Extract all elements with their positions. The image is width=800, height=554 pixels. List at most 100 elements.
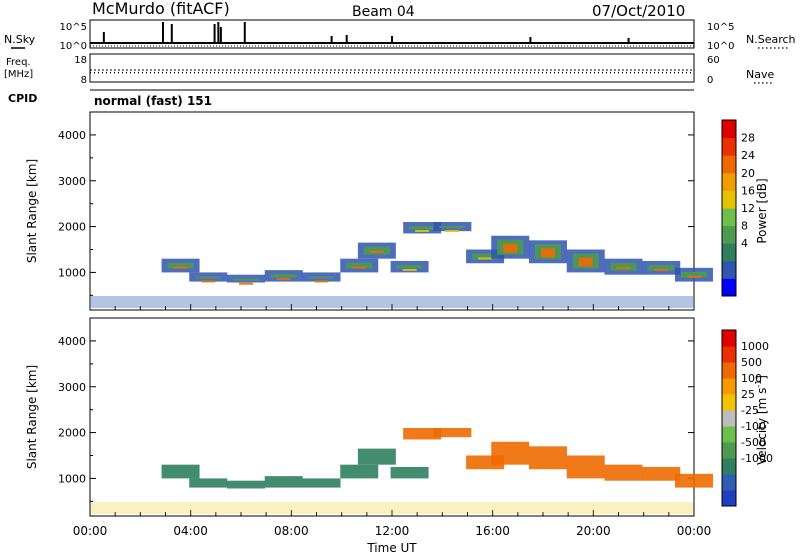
velocity-colorbar-segment	[722, 490, 736, 507]
power-near-range-echoes	[91, 296, 693, 308]
power-colorbar-tick: 12	[741, 202, 755, 215]
velocity-echo	[674, 473, 713, 488]
nave-right-tick-bottom: 0	[707, 75, 713, 86]
power-echo-core	[445, 230, 460, 232]
beam-title: Beam 04	[352, 4, 415, 20]
power-colorbar-label: Power [dB]	[755, 178, 769, 243]
velocity-xtick-label: 00:00	[677, 524, 712, 538]
noise-left-label: N.Sky	[4, 33, 36, 46]
velocity-ytick-label: 4000	[58, 335, 86, 348]
power-echo-core	[654, 268, 669, 271]
velocity-colorbar-frame	[721, 329, 737, 507]
velocity-colorbar-tick: -1000	[741, 452, 773, 465]
power-echoes	[91, 222, 713, 308]
velocity-xtick-label: 00:00	[73, 524, 108, 538]
velocity-echo	[264, 476, 303, 488]
nave-right-label: Nave	[746, 68, 774, 81]
station-title: McMurdo (fitACF)	[92, 0, 230, 18]
velocity-echo	[433, 428, 472, 438]
velocity-ytick-label: 2000	[58, 427, 86, 440]
power-echo-mid	[270, 274, 297, 278]
velocity-colorbar-tick: -500	[741, 436, 766, 449]
power-echo-mid	[439, 226, 466, 228]
power-echo-core	[239, 282, 253, 285]
freq-left-label-1: Freq.	[6, 57, 31, 68]
power-echo-mid	[308, 276, 335, 279]
velocity-colorbar-segment	[722, 362, 736, 379]
velocity-echo	[390, 466, 429, 479]
velocity-echo	[529, 446, 567, 470]
velocity-echo	[642, 466, 681, 481]
nave-right-tick-top: 60	[707, 55, 720, 66]
velocity-echo	[227, 480, 265, 489]
power-ytick-label: 4000	[58, 129, 86, 142]
velocity-echoes	[91, 428, 713, 514]
power-colorbar-segment	[722, 137, 736, 156]
power-echo-mid	[396, 264, 423, 269]
power-ytick-label: 2000	[58, 221, 86, 234]
power-echo-mid	[167, 262, 194, 269]
velocity-xtick-label: 16:00	[475, 524, 510, 538]
velocity-colorbar-segment	[722, 378, 736, 395]
power-echo-mid	[409, 226, 436, 230]
power-colorbar-segment	[722, 208, 736, 227]
velocity-colorbar-tick: 500	[741, 356, 762, 369]
power-colorbar: 28 24 20 16 12 8 4	[721, 119, 755, 297]
velocity-colorbar-segment	[722, 330, 736, 347]
velocity-xtick-label: 20:00	[576, 524, 611, 538]
power-panel-frame	[89, 111, 695, 311]
velocity-panel-frame	[89, 317, 695, 517]
velocity-echo	[357, 448, 396, 465]
noise-left-tick-top: 10^5	[60, 22, 87, 33]
velocity-colorbar-label: Velocity [m s-1]	[754, 375, 769, 465]
cpid-value: normal (fast) 151	[94, 94, 212, 108]
velocity-echo	[189, 478, 228, 488]
velocity-colorbar-tick: -100	[741, 420, 766, 433]
power-echo-core	[541, 248, 555, 258]
power-colorbar-segment	[722, 243, 736, 262]
power-colorbar-segment	[722, 260, 736, 279]
power-ytick-label: 1000	[58, 266, 86, 279]
velocity-echo	[604, 464, 643, 481]
noise-right-tick-bottom: 10^0	[707, 41, 734, 52]
velocity-colorbar-label-sup: -1	[754, 380, 763, 388]
power-ytick-label: 3000	[58, 175, 86, 188]
velocity-colorbar-label-end: ]	[755, 375, 769, 380]
power-colorbar-tick: 16	[741, 184, 755, 197]
velocity-echo	[340, 464, 379, 479]
noise-right-tick-top: 10^5	[707, 22, 734, 33]
cpid-label: CPID	[8, 92, 37, 105]
velocity-colorbar: 1000 500 100 25 -25 -100 -500 -1000	[721, 329, 773, 507]
velocity-colorbar-segment	[722, 410, 736, 427]
power-colorbar-tick: 24	[741, 149, 755, 162]
date-title: 07/Oct/2010	[592, 2, 685, 20]
power-echo-core	[201, 280, 216, 283]
velocity-colorbar-segment	[722, 346, 736, 363]
velocity-colorbar-tick: -25	[741, 404, 759, 417]
noise-right-label: N.Search	[746, 33, 796, 46]
power-echo-core	[616, 266, 631, 269]
velocity-colorbar-segment	[722, 442, 736, 459]
velocity-echo	[491, 441, 530, 465]
velocity-ytick-label: 3000	[58, 381, 86, 394]
velocity-echo	[566, 455, 605, 479]
velocity-xtick-label: 04:00	[173, 524, 208, 538]
velocity-echo	[161, 464, 200, 479]
velocity-xtick-label: 12:00	[375, 524, 410, 538]
velocity-echo	[302, 478, 341, 488]
power-colorbar-segment	[722, 172, 736, 191]
velocity-near-range-echoes	[91, 502, 693, 514]
noise-panel-frame	[89, 19, 695, 49]
power-colorbar-segment	[722, 225, 736, 244]
power-echo-core	[276, 278, 291, 281]
power-echo-mid	[233, 278, 259, 281]
power-panel: Slant Range [km] 4000 3000 2000 1000 28 24 20…	[25, 111, 769, 311]
power-colorbar-segment	[722, 120, 736, 139]
power-colorbar-segment	[722, 190, 736, 209]
power-colorbar-tick: 8	[741, 220, 748, 233]
velocity-colorbar-tick: 100	[741, 372, 762, 385]
power-x-ticks	[89, 304, 695, 310]
power-echo-core	[686, 275, 701, 278]
